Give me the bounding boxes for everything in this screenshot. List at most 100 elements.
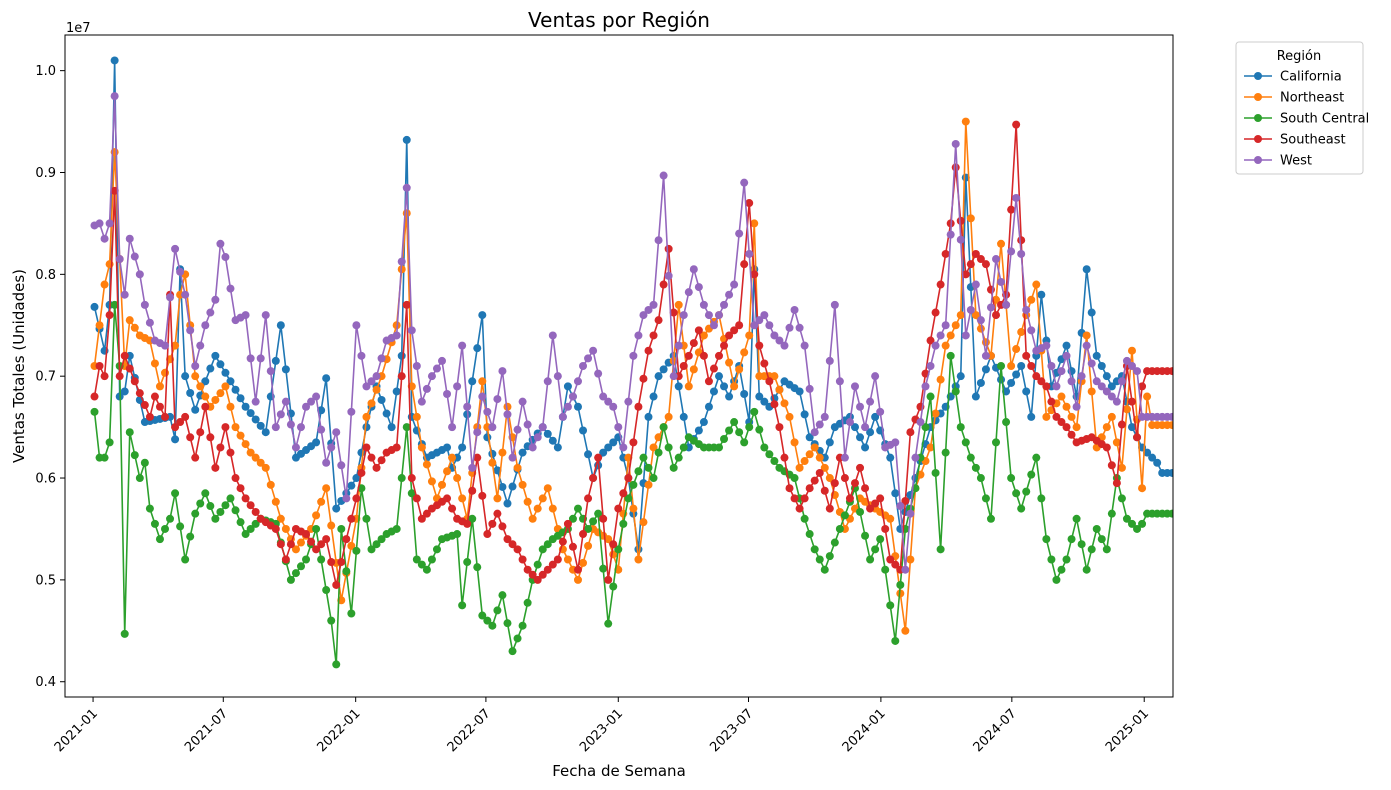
data-point <box>1072 423 1081 432</box>
data-point <box>876 494 885 503</box>
data-point <box>1057 418 1066 427</box>
data-point <box>785 484 794 493</box>
data-point <box>362 443 371 452</box>
data-point <box>1087 387 1096 396</box>
data-point <box>286 540 295 549</box>
data-point <box>241 402 250 411</box>
legend-swatch-marker <box>1254 135 1262 143</box>
data-point <box>337 558 346 567</box>
data-point <box>629 351 638 360</box>
data-point <box>629 504 638 513</box>
data-point <box>1062 423 1071 432</box>
data-point <box>246 448 255 457</box>
data-point <box>372 463 381 472</box>
data-point <box>271 356 280 365</box>
data-point <box>715 351 724 360</box>
data-point <box>130 451 139 460</box>
data-point <box>347 609 356 618</box>
data-point <box>513 425 522 434</box>
data-point <box>171 341 180 350</box>
data-point <box>770 457 779 466</box>
data-point <box>392 387 401 396</box>
data-point <box>1107 461 1116 470</box>
data-point <box>201 392 210 401</box>
data-point <box>291 443 300 452</box>
data-point <box>1042 382 1051 391</box>
data-point <box>866 428 875 437</box>
data-point <box>800 341 809 350</box>
data-point <box>790 438 799 447</box>
data-point <box>981 365 990 374</box>
data-point <box>523 565 532 574</box>
data-point <box>599 448 608 457</box>
data-point <box>488 449 497 458</box>
data-point <box>825 504 834 513</box>
data-point <box>619 489 628 498</box>
data-point <box>150 392 159 401</box>
data-point <box>921 382 930 391</box>
data-point <box>508 647 517 656</box>
data-point <box>231 385 240 394</box>
data-point <box>417 397 426 406</box>
data-point <box>523 598 532 607</box>
data-point <box>1002 300 1011 309</box>
data-point <box>881 565 890 574</box>
data-point <box>463 558 472 567</box>
chart-title: Ventas por Región <box>528 8 710 32</box>
data-point <box>518 480 527 489</box>
data-point <box>931 341 940 350</box>
data-point <box>866 504 875 513</box>
data-point <box>1107 509 1116 518</box>
data-point <box>740 260 749 269</box>
data-point <box>1107 382 1116 391</box>
data-point <box>911 453 920 462</box>
data-point <box>609 540 618 549</box>
data-point <box>649 300 658 309</box>
data-point <box>377 456 386 465</box>
data-point <box>1012 370 1021 379</box>
data-point <box>861 443 870 452</box>
data-point <box>775 336 784 345</box>
data-point <box>1107 392 1116 401</box>
data-point <box>1127 519 1136 528</box>
legend-swatch-marker <box>1254 93 1262 101</box>
data-point <box>654 372 663 381</box>
data-point <box>352 474 361 483</box>
data-point <box>579 558 588 567</box>
data-point <box>634 402 643 411</box>
data-point <box>951 387 960 396</box>
data-point <box>528 514 537 523</box>
data-point <box>518 621 527 630</box>
data-point <box>367 399 376 408</box>
data-point <box>498 367 507 376</box>
data-point <box>609 402 618 411</box>
data-point <box>891 438 900 447</box>
data-point <box>715 311 724 320</box>
data-point <box>770 372 779 381</box>
data-point <box>528 570 537 579</box>
data-point <box>659 365 668 374</box>
data-point <box>800 494 809 503</box>
data-point <box>352 494 361 503</box>
data-point <box>130 377 139 386</box>
data-point <box>503 410 512 419</box>
data-point <box>568 542 577 551</box>
data-point <box>382 409 391 418</box>
data-point <box>649 392 658 401</box>
data-point <box>1122 514 1131 523</box>
data-point <box>1022 351 1031 360</box>
data-point <box>186 433 195 442</box>
data-point <box>1072 402 1081 411</box>
data-point <box>226 284 235 293</box>
data-point <box>362 382 371 391</box>
data-point <box>594 369 603 378</box>
data-point <box>508 540 517 549</box>
y-tick-label: 0.9 <box>35 166 56 181</box>
data-point <box>609 438 618 447</box>
y-tick-label: 0.6 <box>35 472 56 487</box>
data-point <box>1042 412 1051 421</box>
data-point <box>261 311 270 320</box>
data-point <box>286 420 295 429</box>
data-point <box>755 392 764 401</box>
data-point <box>599 514 608 523</box>
